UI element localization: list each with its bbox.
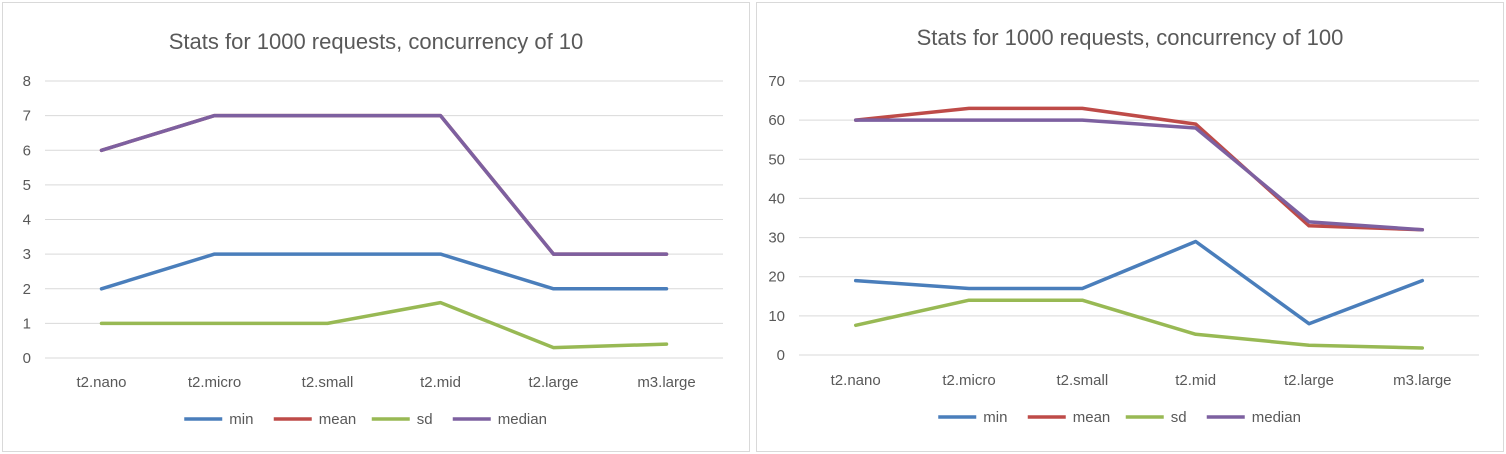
legend-label: median [498,411,547,428]
chart-panel-right: Stats for 1000 requests, concurrency of … [756,2,1504,452]
chart-title: Stats for 1000 requests, concurrency of … [169,29,584,54]
series-line-median [853,118,1425,232]
chart-concurrency-100: Stats for 1000 requests, concurrency of … [768,25,1479,426]
y-tick-label: 60 [768,112,785,129]
y-tick-label: 0 [777,347,785,364]
x-tick-label: t2.nano [76,374,126,391]
legend-label: min [229,411,253,428]
legend-label: median [1252,409,1301,426]
y-tick-label: 20 [768,269,785,286]
legend-item-sd: sd [1125,409,1187,426]
series-line-min [853,239,1425,326]
legend-label: mean [319,411,357,428]
y-tick-label: 5 [23,177,31,194]
legend-item-min: min [938,409,1007,426]
legend-item-median: median [1206,409,1301,426]
chart-concurrency-10: Stats for 1000 requests, concurrency of … [23,29,723,428]
series-line-sd [853,298,1425,350]
legend-label: sd [1171,409,1187,426]
x-tick-label: t2.nano [831,372,881,389]
chart-panel-left: Stats for 1000 requests, concurrency of … [2,2,750,452]
y-tick-label: 10 [768,308,785,325]
chart-title: Stats for 1000 requests, concurrency of … [917,25,1344,50]
y-tick-label: 50 [768,151,785,168]
legend-item-mean: mean [273,411,357,428]
x-tick-label: t2.micro [188,374,241,391]
y-tick-label: 3 [23,246,31,263]
y-tick-label: 8 [23,73,31,90]
series-line-mean [853,106,1425,232]
x-tick-label: m3.large [637,374,695,391]
x-tick-label: m3.large [1393,372,1451,389]
legend-item-median: median [452,411,547,428]
legend-label: sd [417,411,433,428]
y-tick-label: 6 [23,142,31,159]
series-line-min [99,252,669,291]
y-tick-label: 1 [23,315,31,332]
legend-item-min: min [184,411,253,428]
x-tick-label: t2.mid [1175,372,1216,389]
x-tick-label: t2.mid [420,374,461,391]
legend-item-mean: mean [1027,409,1111,426]
y-tick-label: 7 [23,108,31,125]
x-tick-label: t2.small [302,374,354,391]
y-tick-label: 30 [768,230,785,247]
legend-label: min [983,409,1007,426]
y-tick-label: 40 [768,190,785,207]
legend-label: mean [1073,409,1111,426]
legend-item-sd: sd [371,411,433,428]
y-tick-label: 0 [23,350,31,367]
y-tick-label: 2 [23,281,31,298]
x-tick-label: t2.large [528,374,578,391]
series-line-sd [99,300,669,350]
x-tick-label: t2.micro [942,372,995,389]
y-tick-label: 4 [23,212,31,229]
x-tick-label: t2.large [1284,372,1334,389]
x-tick-label: t2.small [1056,372,1108,389]
series-line-median [99,113,669,256]
y-tick-label: 70 [768,73,785,90]
